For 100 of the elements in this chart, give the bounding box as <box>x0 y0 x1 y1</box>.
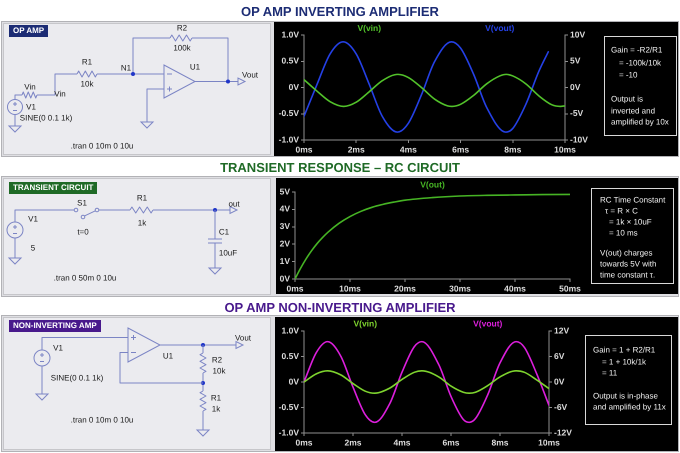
text: R1 <box>210 394 222 402</box>
text: = 11 <box>602 368 618 378</box>
text: = 1 + 10k/1k <box>602 358 646 366</box>
y2-tick-label: 6V <box>554 350 565 361</box>
y-tick-label: 0V <box>288 82 300 92</box>
x-tick-label: 2ms <box>344 437 362 448</box>
text: and amplified by 11x <box>593 402 666 412</box>
y2-tick-label: -5V <box>570 108 584 118</box>
chart-title: TRANSIENT RESPONSE – RC CIRCUIT <box>220 160 460 175</box>
text: N1 <box>120 64 132 72</box>
text: Vin <box>24 82 36 92</box>
text: 10k <box>80 80 94 88</box>
x-tick-label: 0ms <box>286 283 304 294</box>
series-label: V(out) <box>420 179 445 190</box>
y2-tick-label: 0V <box>554 376 565 386</box>
y-tick-label: 0.5V <box>282 56 300 66</box>
x-tick-label: 4ms <box>400 144 418 154</box>
y-tick-label: 2V <box>280 238 290 249</box>
text: 1k <box>138 218 146 228</box>
text: V1 <box>28 214 38 224</box>
text: SINE(0 0.1 1k) <box>50 374 104 382</box>
y-tick-label: 5V <box>280 186 290 196</box>
y-tick-label: 0V <box>280 273 290 284</box>
x-tick-label: 50ms <box>559 283 582 294</box>
text: U1 <box>190 62 200 72</box>
x-tick-label: 0ms <box>295 144 313 154</box>
x-tick-label: 30ms <box>449 283 472 294</box>
y2-tick-label: -12V <box>554 427 572 438</box>
text: V(vin) <box>353 318 378 328</box>
y-tick-label: -0.5V <box>278 402 300 412</box>
line-series <box>304 74 565 108</box>
text: 100k <box>173 44 191 52</box>
text: Gain = -R2/R1 <box>611 46 662 54</box>
text: OP AMP <box>9 25 48 37</box>
text: = -10 <box>619 70 638 80</box>
line-series <box>304 340 549 424</box>
x-tick-label: 10ms <box>554 144 576 154</box>
x-tick-label: 10ms <box>339 283 362 294</box>
x-tick-label: 6ms <box>442 437 460 448</box>
text: 1k <box>212 404 220 414</box>
text: R1 <box>136 194 148 202</box>
line-series <box>295 194 570 279</box>
text: t=0 <box>77 228 89 236</box>
x-tick-label: 10ms <box>538 437 560 448</box>
line-series <box>304 370 549 394</box>
text: 10k <box>212 366 226 376</box>
text: towards 5V with <box>600 260 656 268</box>
y-tick-label: 1.0V <box>282 325 300 336</box>
text: R1 <box>82 58 92 66</box>
text: V(out) charges <box>600 248 652 258</box>
text: = -100k/10k <box>619 58 662 68</box>
text: RC Time Constant <box>600 196 666 204</box>
x-tick-label: 40ms <box>504 283 526 294</box>
text: Vout <box>234 334 252 342</box>
text: V1 <box>53 344 63 352</box>
text: Output is in-phase <box>593 392 658 400</box>
text: TRANSIENT CIRCUIT <box>9 182 98 194</box>
y-tick-label: 3V <box>280 221 290 232</box>
y2-tick-label: -6V <box>554 402 568 412</box>
text: V1 <box>26 102 36 112</box>
y-tick-label: 4V <box>280 204 290 214</box>
text: out <box>228 200 240 208</box>
x-tick-label: 2ms <box>348 144 365 154</box>
text: V(vin) <box>357 22 382 33</box>
text: amplified by 10x <box>611 118 669 126</box>
y-tick-label: 0.5V <box>282 350 300 361</box>
text: τ = R × C <box>605 206 638 216</box>
y2-tick-label: 12V <box>554 325 570 336</box>
text: V(vout) <box>473 318 503 328</box>
text: .tran 0 10m 0 10u <box>70 416 134 424</box>
chart-title: OP AMP NON-INVERTING AMPLIFIER <box>224 300 456 315</box>
y-tick-label: 1.0V <box>282 29 300 40</box>
x-tick-label: 6ms <box>452 144 470 154</box>
text: Vin <box>54 90 66 98</box>
y-tick-label: -1.0V <box>278 427 300 438</box>
text: .tran 0 50m 0 10u <box>54 274 116 282</box>
text: R2 <box>212 356 222 364</box>
text: inverted and <box>611 106 656 116</box>
line-series <box>304 41 550 133</box>
y-tick-label: 1V <box>280 256 290 266</box>
text: = 10 ms <box>609 228 638 238</box>
text: V(vout) <box>485 22 515 33</box>
y2-tick-label: 5V <box>570 56 581 66</box>
x-tick-label: 8ms <box>491 437 509 448</box>
chart-title: OP AMP INVERTING AMPLIFIER <box>241 4 439 19</box>
text: = 1k × 10uF <box>609 218 652 226</box>
text: C1 <box>218 228 230 236</box>
x-tick-label: 0ms <box>295 437 313 448</box>
text: R2 <box>176 24 188 32</box>
x-tick-label: 4ms <box>393 437 411 448</box>
text: Vout <box>242 70 258 80</box>
text: Gain = 1 + R2/R1 <box>593 346 656 354</box>
y2-tick-label: -10V <box>570 134 588 144</box>
text: time constant τ. <box>600 270 656 280</box>
text: U1 <box>162 352 174 360</box>
text: NON-INVERTING AMP <box>9 320 101 332</box>
x-tick-label: 8ms <box>504 144 522 154</box>
text: Output is <box>611 94 644 104</box>
y2-tick-label: 0V <box>570 82 581 92</box>
text: .tran 0 10m 0 10u <box>70 142 134 150</box>
